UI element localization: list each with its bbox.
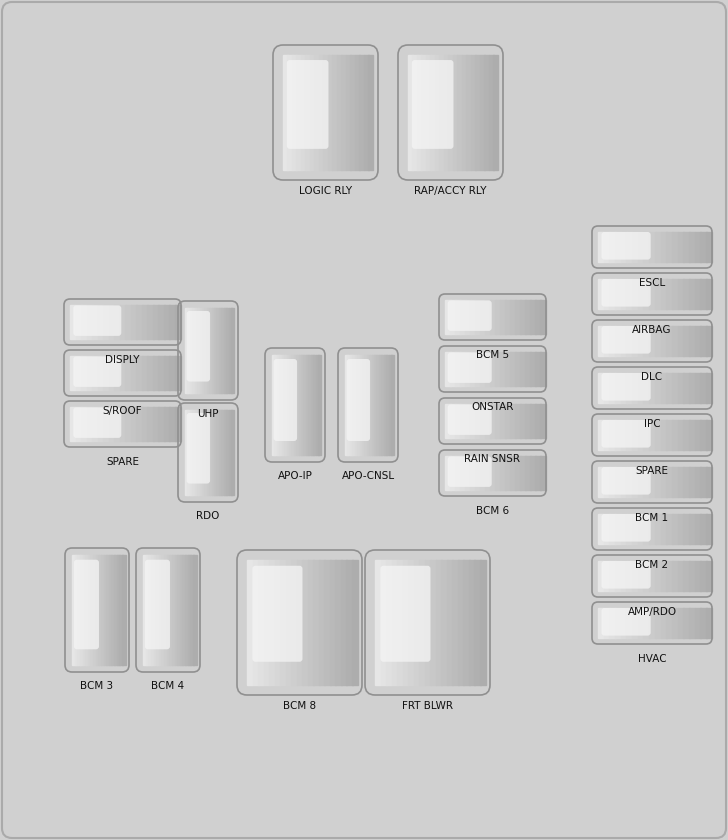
Bar: [197, 308, 200, 393]
Bar: [666, 326, 673, 356]
Bar: [386, 560, 392, 685]
Bar: [157, 555, 159, 665]
Bar: [175, 305, 181, 339]
Bar: [500, 300, 506, 334]
Bar: [706, 467, 713, 497]
Text: SPARE: SPARE: [636, 466, 668, 476]
Bar: [170, 356, 175, 390]
FancyBboxPatch shape: [186, 413, 210, 484]
Bar: [197, 410, 200, 495]
Bar: [147, 407, 154, 441]
Bar: [209, 308, 213, 393]
Bar: [480, 300, 486, 334]
Bar: [626, 514, 633, 544]
Bar: [190, 308, 193, 393]
Bar: [450, 404, 456, 438]
Bar: [485, 404, 491, 438]
Text: DISPLY: DISPLY: [106, 355, 140, 365]
Bar: [384, 355, 387, 455]
Bar: [223, 308, 227, 393]
Bar: [376, 355, 380, 455]
Bar: [672, 326, 678, 356]
Bar: [122, 555, 125, 665]
Bar: [194, 308, 198, 393]
Bar: [700, 420, 707, 450]
Bar: [199, 410, 203, 495]
Bar: [604, 232, 610, 262]
Bar: [678, 232, 684, 262]
Bar: [678, 467, 684, 497]
Bar: [520, 456, 526, 490]
Bar: [76, 305, 82, 339]
Bar: [347, 355, 351, 455]
Bar: [488, 55, 494, 170]
Bar: [621, 232, 627, 262]
Text: RAP/ACCY RLY: RAP/ACCY RLY: [414, 186, 487, 196]
Bar: [672, 467, 678, 497]
Bar: [143, 555, 146, 665]
Bar: [660, 279, 667, 309]
Bar: [666, 608, 673, 638]
Bar: [465, 352, 471, 386]
Bar: [202, 308, 205, 393]
Bar: [655, 373, 661, 403]
Bar: [452, 560, 459, 685]
Bar: [510, 300, 515, 334]
Bar: [525, 404, 531, 438]
Bar: [660, 326, 667, 356]
FancyBboxPatch shape: [448, 301, 491, 331]
Bar: [439, 55, 445, 170]
Bar: [408, 55, 414, 170]
Bar: [638, 232, 644, 262]
Bar: [314, 55, 320, 170]
Bar: [480, 55, 485, 170]
Bar: [475, 456, 480, 490]
Bar: [77, 555, 81, 665]
Bar: [604, 279, 610, 309]
Bar: [111, 555, 115, 665]
Bar: [485, 300, 491, 334]
Text: HVAC: HVAC: [638, 654, 666, 664]
Bar: [626, 326, 633, 356]
Bar: [695, 373, 701, 403]
Bar: [170, 305, 175, 339]
Bar: [70, 356, 76, 390]
Bar: [460, 352, 466, 386]
Bar: [108, 356, 115, 390]
Bar: [183, 555, 186, 665]
Bar: [330, 560, 336, 685]
Text: IPC: IPC: [644, 419, 660, 429]
Bar: [632, 420, 638, 450]
Bar: [229, 308, 232, 393]
Bar: [87, 407, 93, 441]
Bar: [221, 410, 225, 495]
Bar: [672, 279, 678, 309]
Bar: [695, 420, 701, 450]
Bar: [460, 404, 466, 438]
Bar: [430, 560, 437, 685]
Bar: [164, 555, 167, 665]
Bar: [485, 456, 491, 490]
Text: RDO: RDO: [197, 511, 220, 521]
Bar: [632, 326, 638, 356]
Bar: [621, 608, 627, 638]
Bar: [695, 608, 701, 638]
Bar: [109, 555, 112, 665]
Bar: [87, 305, 93, 339]
Bar: [103, 407, 109, 441]
Bar: [540, 352, 546, 386]
Bar: [95, 555, 99, 665]
Bar: [147, 305, 154, 339]
Bar: [345, 355, 348, 455]
Bar: [187, 410, 191, 495]
Bar: [621, 514, 627, 544]
Bar: [530, 352, 536, 386]
Bar: [689, 326, 695, 356]
Bar: [621, 420, 627, 450]
FancyBboxPatch shape: [601, 373, 651, 401]
Bar: [280, 355, 282, 455]
Bar: [493, 55, 498, 170]
Bar: [460, 300, 466, 334]
Bar: [175, 407, 181, 441]
